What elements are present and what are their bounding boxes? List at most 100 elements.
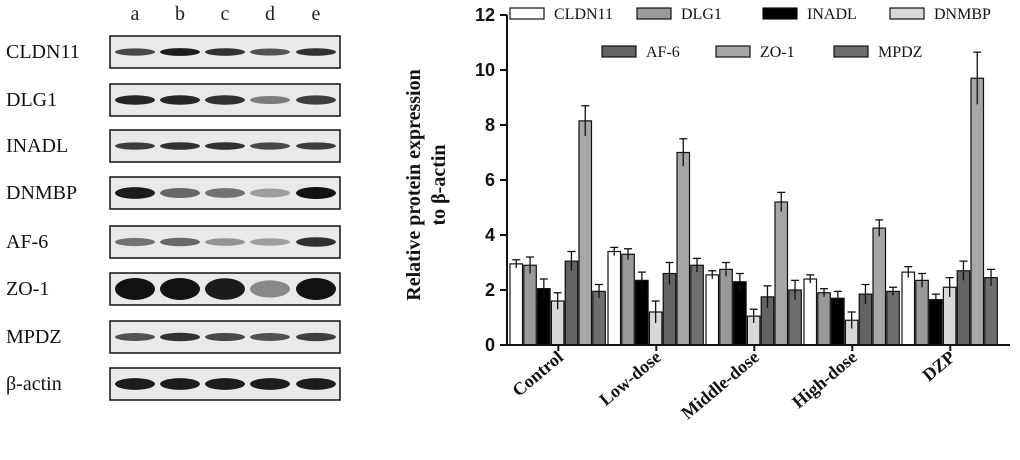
blot-row: AF-6 — [6, 225, 341, 259]
bar — [984, 277, 998, 346]
lane-label-b: b — [175, 3, 185, 25]
bar — [915, 279, 929, 346]
blot-band — [115, 48, 155, 56]
blot-band — [296, 332, 336, 342]
blot-band — [296, 142, 336, 150]
blot-row: CLDN11 — [6, 35, 341, 69]
lane-label-d: d — [265, 3, 275, 25]
blot-band — [115, 142, 155, 150]
protein-label: AF-6 — [6, 231, 48, 253]
legend-swatch — [601, 45, 637, 58]
bar — [705, 274, 720, 346]
blot-band — [250, 333, 290, 341]
legend-label: AF-6 — [646, 44, 680, 61]
bar — [928, 299, 943, 346]
blot-band — [160, 278, 200, 300]
blot-band — [160, 48, 200, 56]
blot-band — [296, 278, 336, 300]
bar — [803, 278, 818, 346]
legend-label: MPDZ — [878, 44, 922, 61]
bar — [509, 263, 524, 346]
bar — [970, 77, 985, 346]
blot-band — [115, 237, 155, 247]
blot-band — [160, 332, 200, 342]
blot-band — [205, 332, 245, 342]
bar — [733, 281, 747, 346]
blot-band — [296, 187, 336, 199]
bar — [690, 264, 704, 346]
bar — [886, 290, 900, 346]
blot-band — [160, 187, 200, 199]
blot-band — [205, 238, 245, 246]
y-tick-label: 12 — [475, 5, 495, 25]
blot-band — [205, 48, 245, 56]
legend-item: DLG1 — [636, 6, 722, 23]
blot-band — [250, 48, 290, 56]
legend-label: ZO-1 — [760, 44, 795, 61]
blot-band — [160, 95, 200, 105]
blot-row: DNMBP — [6, 176, 341, 210]
blot-band — [250, 238, 290, 246]
protein-label: CLDN11 — [6, 41, 80, 63]
y-tick-label: 10 — [475, 60, 495, 80]
blot-row: MPDZ — [6, 320, 341, 354]
protein-label: ZO-1 — [6, 278, 49, 300]
blot-band — [296, 237, 336, 247]
blot-band — [296, 378, 336, 390]
legend-item: INADL — [762, 6, 857, 23]
bar — [621, 253, 635, 346]
blot-band — [250, 378, 290, 390]
blot-band — [160, 237, 200, 247]
lane-label-c: c — [221, 3, 230, 25]
category-label: DZP — [918, 347, 958, 385]
protein-label: DLG1 — [6, 89, 57, 111]
blot-band — [205, 142, 245, 150]
legend-item: CLDN11 — [509, 6, 613, 23]
bar — [578, 120, 593, 346]
legend-item: DNMBP — [889, 6, 991, 23]
legend-swatch — [636, 7, 672, 20]
bar — [817, 292, 831, 346]
western-blot-panel: a b c d e CLDN11 DLG1 INADL DNMBP AF-6 ZO-1 MP… — [6, 3, 341, 401]
y-axis-title: Relative protein expression to β-actin — [403, 69, 450, 300]
bar — [956, 270, 971, 346]
protein-label: β-actin — [6, 373, 62, 395]
blot-band — [115, 95, 155, 105]
y-axis-title-line1: Relative protein expression — [403, 69, 425, 300]
bar — [901, 271, 916, 346]
blot-row: INADL — [6, 129, 341, 163]
category-label: Low-dose — [595, 347, 665, 410]
bar-groups — [509, 51, 998, 346]
category-label: High-dose — [788, 347, 861, 412]
blot-band — [296, 48, 336, 56]
legend-label: DNMBP — [934, 6, 991, 23]
blot-band — [115, 333, 155, 341]
blot-row: β-actin — [6, 367, 341, 401]
y-tick-label: 0 — [485, 335, 495, 355]
blot-band — [250, 188, 290, 198]
legend-swatch — [889, 7, 925, 20]
y-tick-label: 8 — [485, 115, 495, 135]
category-label: Control — [508, 347, 567, 401]
category-label: Middle-dose — [677, 347, 763, 423]
legend-swatch — [715, 45, 751, 58]
blot-band — [250, 96, 290, 104]
legend-swatch — [509, 7, 545, 20]
lane-label-e: e — [312, 3, 321, 25]
blot-row: ZO-1 — [6, 272, 341, 306]
bar-chart: 0 2 4 6 8 10 12 Control Low-dose Middle-dose High… — [403, 5, 1010, 423]
bar — [872, 227, 887, 346]
bar — [607, 250, 622, 346]
blot-band — [160, 378, 200, 390]
bar — [635, 279, 649, 346]
blot-band — [115, 187, 155, 199]
bar — [719, 268, 733, 346]
y-axis: 0 2 4 6 8 10 12 — [475, 5, 508, 355]
bar — [523, 264, 537, 346]
protein-label: INADL — [6, 135, 68, 157]
protein-label: DNMBP — [6, 182, 77, 204]
x-axis: Control Low-dose Middle-dose High-dose DZP — [507, 344, 1010, 423]
bar — [564, 260, 579, 346]
blot-band — [205, 95, 245, 105]
blot-band — [115, 278, 155, 300]
